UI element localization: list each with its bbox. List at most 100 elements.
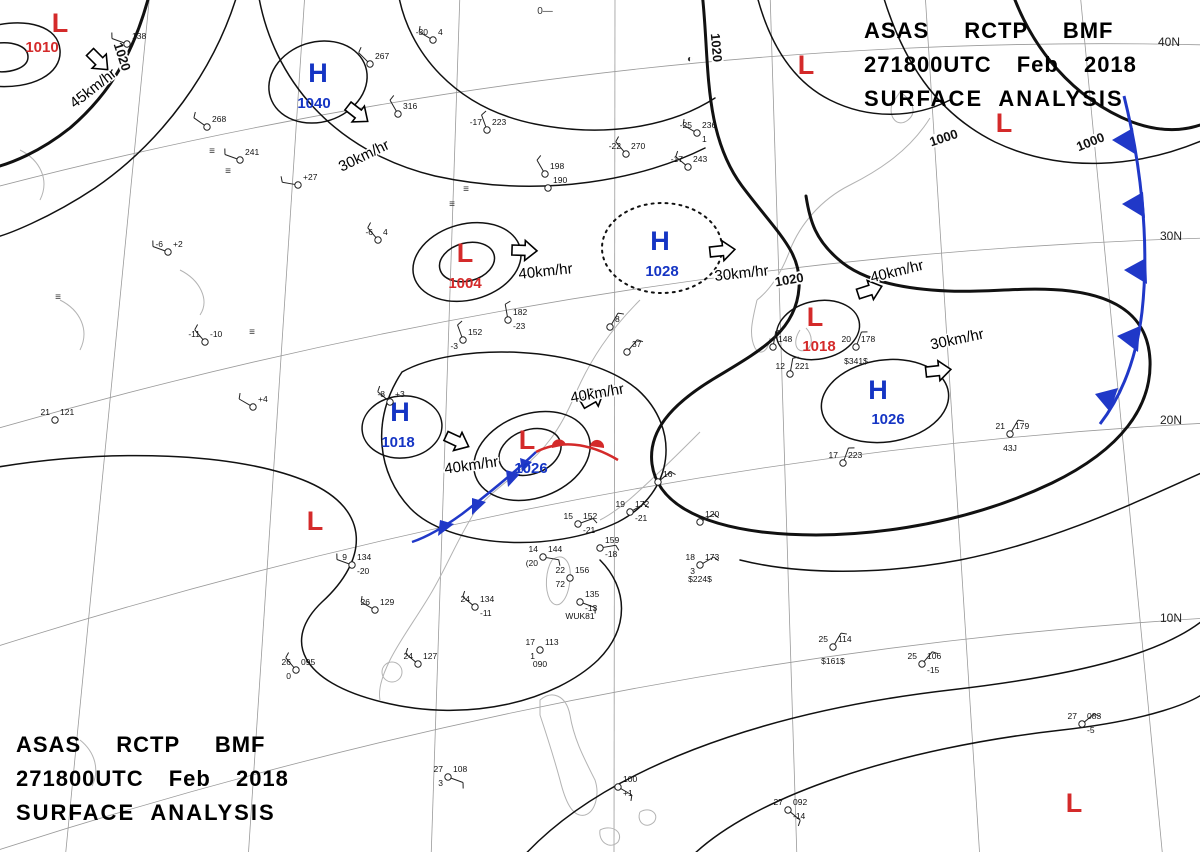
station-temp: 19 <box>616 499 626 509</box>
pressure-center-L: L <box>307 506 324 536</box>
pressure-center-value: 1026 <box>871 411 904 428</box>
station-pressure: 178 <box>861 334 875 344</box>
wind-barb <box>285 657 295 668</box>
wind-barb-tick <box>358 46 362 53</box>
station-pressure: 172 <box>635 499 649 509</box>
station-pressure: 267 <box>375 51 389 61</box>
pressure-center-letter: L <box>807 302 824 332</box>
station-circle <box>374 236 382 244</box>
station-plot: 21 179 43J <box>996 419 1029 453</box>
station-circle <box>348 561 356 569</box>
station-temp: 22 <box>556 565 566 575</box>
station-pressure: 083 <box>1087 711 1101 721</box>
latitude-label: 10N <box>1160 611 1182 625</box>
station-circle <box>1078 720 1086 728</box>
station-plot: 138 <box>111 31 146 48</box>
station-circle <box>366 60 374 68</box>
station-circle <box>471 603 479 611</box>
pressure-center-H1040: H 1040 <box>297 58 330 112</box>
wind-barb <box>358 52 369 63</box>
station-circle <box>829 643 837 651</box>
wind-barb <box>194 329 204 340</box>
station-circle <box>236 156 244 164</box>
station-circle <box>123 40 131 48</box>
wind-barb <box>536 159 544 172</box>
station-pressure: 236 <box>702 120 716 130</box>
wind-barb <box>367 227 377 238</box>
station-plot: 268 <box>193 111 226 131</box>
wind-barb <box>405 653 416 663</box>
weather-symbol: ≡ <box>55 292 61 303</box>
station-temp: -11 <box>188 329 200 339</box>
station-circle <box>51 416 59 424</box>
weather-symbol: ≡ <box>209 146 215 157</box>
wind-barb-tick <box>360 595 363 603</box>
weather-symbol: ≡ <box>249 327 255 338</box>
station-dewpoint: (20 <box>526 558 539 568</box>
pressure-center-H1026: H 1026 <box>868 375 904 428</box>
wind-barb <box>702 556 715 564</box>
station-plot: -22 270 <box>609 136 645 158</box>
wind-barb-tick <box>367 222 372 228</box>
station-plot: 120 <box>696 509 719 526</box>
station-pressure: 113 <box>545 637 559 647</box>
station-plot: 37 <box>623 339 644 356</box>
station-temp: -25 <box>680 120 693 130</box>
station-plot: 8 <box>606 312 625 331</box>
station-pressure: +2 <box>173 239 183 249</box>
station-temp: 26 <box>361 597 371 607</box>
station-plot: 21 121 <box>41 407 74 424</box>
station-pressure: 114 <box>838 634 852 644</box>
station-pressure: 8 <box>615 314 620 324</box>
station-plot: -17 223 <box>470 110 506 134</box>
wind-barb-tick <box>536 155 542 161</box>
station-plot: 17 223 <box>829 447 862 467</box>
wind-barb-tick <box>615 136 620 142</box>
wind-barb <box>504 304 508 317</box>
station-pressure: 198 <box>550 161 564 171</box>
station-pressure: 37 <box>632 339 642 349</box>
station-circle <box>769 343 777 351</box>
station-circle <box>203 123 211 131</box>
station-pressure: 316 <box>403 101 417 111</box>
station-plot: +4 <box>238 392 268 411</box>
isobar-label: 1000 <box>1074 129 1106 154</box>
station-tendency: -23 <box>513 321 526 331</box>
station-pressure: 121 <box>60 407 74 417</box>
station-circle <box>459 336 467 344</box>
wind-barb-tick <box>775 329 782 332</box>
station-plot: -6 4 <box>365 222 388 244</box>
pressure-center-L1004: L 1004 <box>448 238 482 292</box>
station-pressure: 241 <box>245 147 259 157</box>
station-plot: 148 <box>769 329 792 351</box>
station-temp: 27 <box>774 797 784 807</box>
station-plot: 22 156 72 <box>556 565 590 589</box>
wind-barb-tick <box>285 652 290 658</box>
station-circle <box>684 163 692 171</box>
station-pressure: 16 <box>663 469 673 479</box>
wind-barb <box>675 156 686 166</box>
station-tendency: -11 <box>480 608 492 618</box>
title-line-ids: ASAS RCTP BMF <box>864 18 1114 43</box>
title-line-time: 271800UTC Feb 2018 <box>864 52 1137 78</box>
station-temp: 18 <box>686 552 696 562</box>
station-plot: 316 <box>389 95 417 118</box>
station-circle <box>606 323 614 331</box>
wind-barb <box>238 398 251 406</box>
wind-barb <box>546 557 559 561</box>
station-plot: 241 <box>224 147 259 164</box>
station-temp: 9 <box>342 552 347 562</box>
station-remark: 43J <box>1003 443 1017 453</box>
wind-barb <box>418 31 431 39</box>
isobar-label: 1020 <box>708 33 725 63</box>
station-circle <box>536 646 544 654</box>
station-circle <box>541 170 549 178</box>
weather-symbol: ≡ <box>449 199 455 210</box>
wind-barb <box>336 559 350 565</box>
wind-barb <box>389 99 397 112</box>
wind-barb-tick <box>377 385 381 392</box>
